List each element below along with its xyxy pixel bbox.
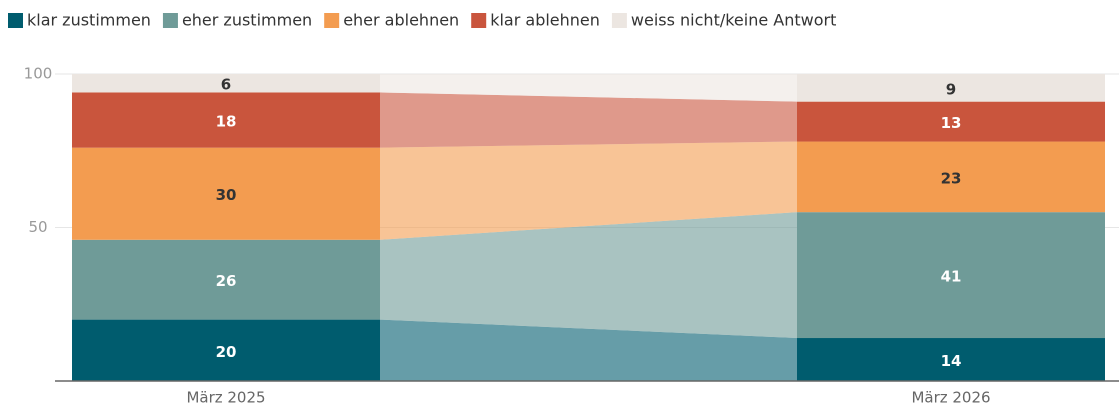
x-tick-label: März 2025 (186, 389, 265, 407)
legend-label: eher ablehnen (343, 11, 459, 30)
legend-label: eher zustimmen (182, 11, 312, 30)
flow-band (380, 212, 797, 339)
legend-label: klar ablehnen (490, 11, 600, 30)
flow-band (380, 141, 797, 240)
value-label: 30 (216, 186, 237, 204)
bar-segment (797, 101, 1105, 142)
legend-swatch (162, 13, 178, 28)
legend-swatch (8, 13, 23, 28)
value-label: 14 (941, 352, 962, 370)
bar-segment (72, 92, 380, 148)
value-label: 23 (941, 169, 962, 187)
bar-segment (72, 147, 380, 240)
legend-swatch (471, 13, 487, 28)
legend-label: weiss nicht/keine Antwort (631, 11, 836, 30)
x-tick-label: März 2026 (911, 389, 990, 407)
bar-segment (72, 239, 380, 320)
flow-band (380, 319, 797, 381)
value-label: 20 (216, 343, 237, 361)
y-tick-label: 50 (28, 218, 47, 236)
y-tick-label: 100 (24, 65, 53, 83)
bar-segment (72, 74, 380, 93)
bar-segment (797, 338, 1105, 381)
value-label: 9 (946, 80, 956, 98)
flow-band (380, 74, 797, 102)
bar-segment (72, 319, 380, 381)
value-label: 41 (941, 268, 962, 286)
legend-swatch (611, 13, 627, 28)
legend-label: klar zustimmen (27, 11, 151, 30)
flow-band (380, 92, 797, 148)
value-label: 13 (941, 114, 962, 132)
value-label: 26 (216, 272, 237, 290)
value-label: 6 (221, 76, 231, 94)
bar-segment (797, 141, 1105, 213)
bar-segment (797, 74, 1105, 102)
bar-segment (797, 212, 1105, 339)
value-label: 18 (216, 113, 237, 131)
legend-swatch (324, 13, 340, 28)
